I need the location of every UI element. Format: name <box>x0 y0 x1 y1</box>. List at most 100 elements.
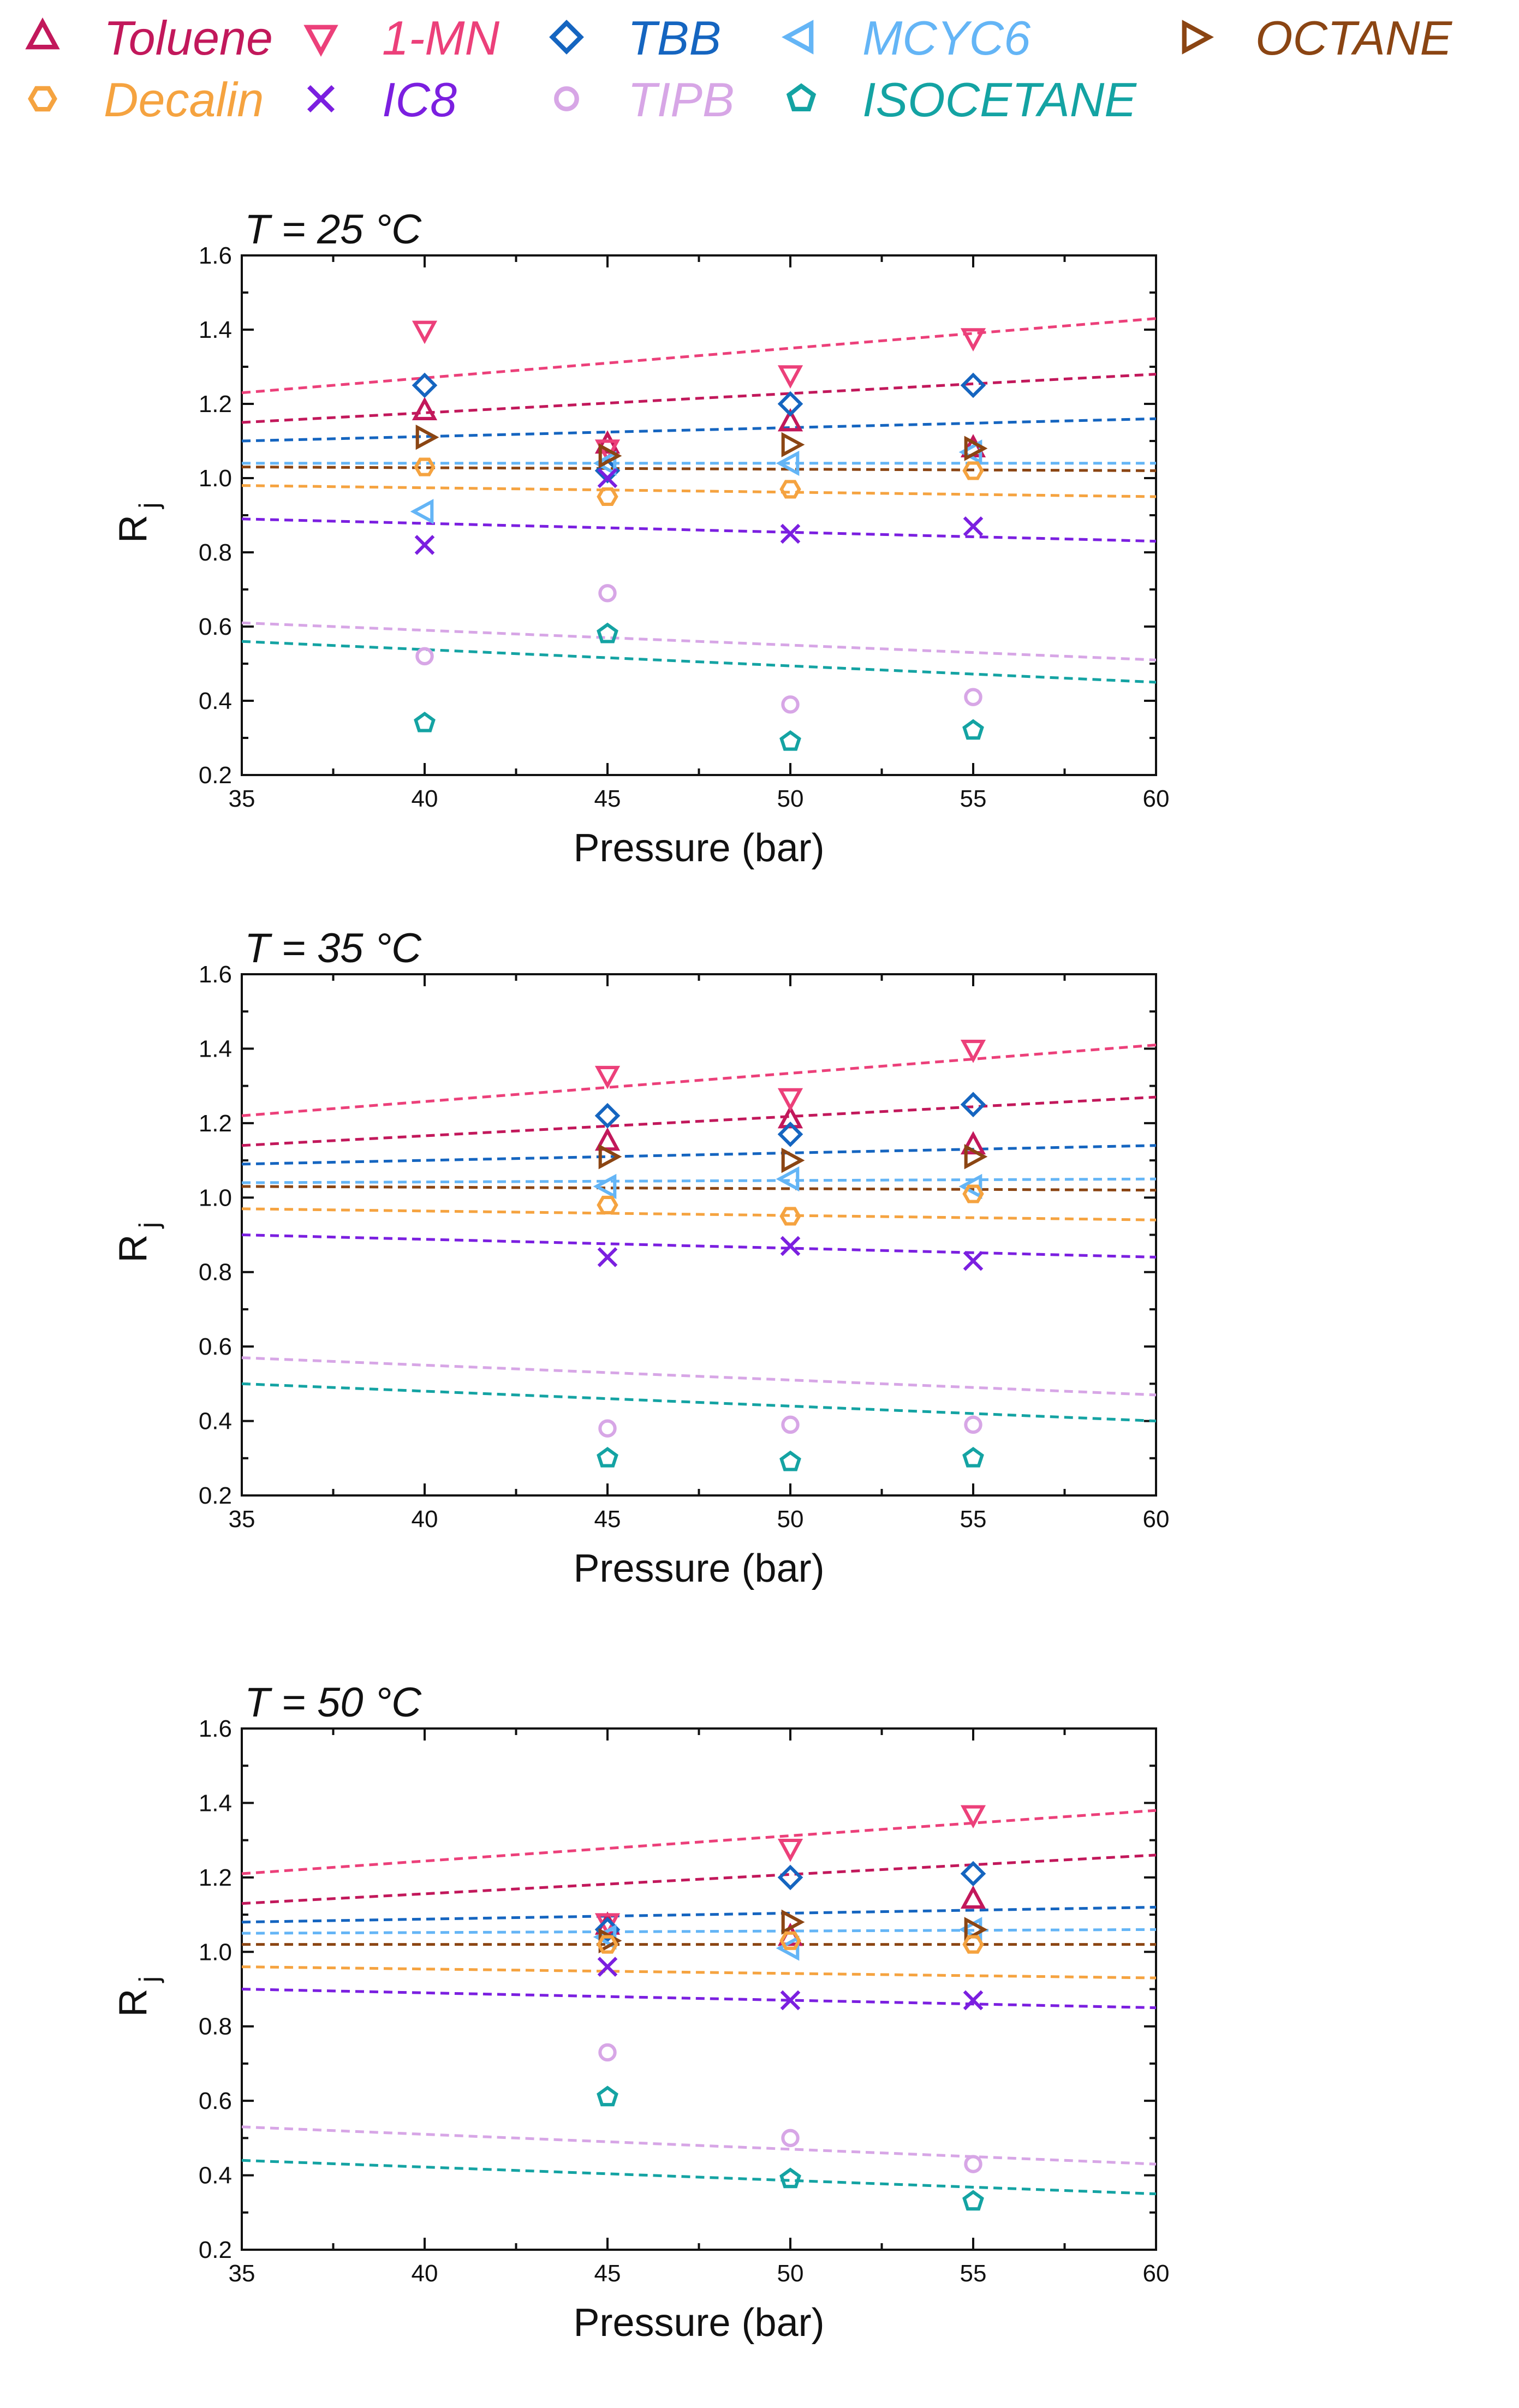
data-point-tipb <box>781 695 800 714</box>
y-tick-label: 0.8 <box>199 539 232 566</box>
x-tick-label: 60 <box>1143 2260 1170 2287</box>
legend-label-tbb: TBB <box>628 11 721 65</box>
data-point-decalin <box>779 480 801 499</box>
fit-line-toluene <box>241 1095 1157 1147</box>
series-onemn <box>594 1040 986 1112</box>
series-mcyc6 <box>593 1166 982 1200</box>
data-point-toluene <box>412 397 438 420</box>
data-point-ic8 <box>780 523 801 544</box>
y-tick-label: 1.0 <box>199 1939 232 1965</box>
series-tipb <box>598 2043 982 2173</box>
fit-line-octane <box>241 1185 1157 1192</box>
legend-item-octane: OCTANE <box>1182 11 1452 65</box>
series-tbb <box>594 1092 986 1147</box>
data-point-octane <box>598 1144 622 1170</box>
data-point-tbb <box>412 372 438 398</box>
series-tipb <box>415 584 982 714</box>
onemn-legend-marker-icon <box>303 25 338 57</box>
x-tick-label: 50 <box>777 785 804 812</box>
data-point-onemn <box>594 439 621 463</box>
data-point-isocetane <box>597 1446 618 1468</box>
legend-item-onemn: 1-MN <box>303 11 500 65</box>
fit-line-tipb <box>241 621 1157 661</box>
legend-label-isocetane: ISOCETANE <box>862 73 1137 127</box>
data-point-isocetane <box>779 2167 801 2189</box>
y-tick-label: 1.0 <box>199 1184 232 1211</box>
data-point-tipb <box>964 1415 982 1434</box>
y-axis-title-main: R <box>111 1989 155 2017</box>
x-tick-label: 55 <box>960 1506 987 1533</box>
data-point-onemn <box>777 365 803 389</box>
data-point-isocetane <box>779 1450 801 1471</box>
series-onemn <box>412 320 986 463</box>
data-point-ic8 <box>963 1990 984 2011</box>
x-tick-label: 35 <box>229 785 255 812</box>
x-tick-label: 45 <box>594 785 621 812</box>
panel-title: T = 25 °C <box>245 206 422 253</box>
legend: Toluene 1-MN TBB MCYC6 OCTANE Decalin IC8 TIPB I… <box>25 11 1452 127</box>
x-tick-label: 35 <box>229 1506 255 1533</box>
decalin-legend-marker-icon <box>28 86 57 112</box>
data-point-ic8 <box>597 468 618 488</box>
y-tick-label: 1.6 <box>199 1715 232 1742</box>
y-axis-title-main: R <box>111 515 155 543</box>
fit-line-toluene <box>241 373 1157 424</box>
data-point-onemn <box>960 1805 986 1829</box>
data-point-octane <box>781 1147 805 1173</box>
data-point-isocetane <box>779 730 801 751</box>
legend-label-ic8: IC8 <box>382 73 457 127</box>
panel-title: T = 50 °C <box>245 1679 422 1726</box>
series-mcyc6 <box>410 439 982 524</box>
data-point-ic8 <box>963 516 984 537</box>
data-point-tipb <box>781 2129 800 2148</box>
data-point-onemn <box>594 1065 621 1089</box>
fit-line-onemn <box>241 1044 1157 1117</box>
data-point-onemn <box>960 328 986 351</box>
y-tick-label: 0.2 <box>199 762 232 789</box>
data-point-decalin <box>962 1184 984 1203</box>
data-point-isocetane <box>962 719 984 740</box>
panel-title: T = 35 °C <box>245 925 422 971</box>
data-point-decalin <box>779 1931 801 1950</box>
legend-label-octane: OCTANE <box>1255 11 1452 65</box>
plot-frame <box>241 254 1157 776</box>
data-point-onemn <box>777 1838 803 1862</box>
legend-label-tipb: TIPB <box>628 73 735 127</box>
legend-item-ic8: IC8 <box>307 73 457 127</box>
data-point-tbb <box>960 1861 986 1887</box>
y-tick-label: 1.0 <box>199 465 232 492</box>
chart-panels: 35 40 45 50 55 60 0.2 0.4 0.6 0.8 1.0 1.2 1.4 1.6 T = … <box>111 206 1169 2345</box>
y-tick-label: 1.2 <box>199 391 232 418</box>
data-point-decalin <box>414 457 436 476</box>
data-point-ic8 <box>963 1250 984 1271</box>
data-point-mcyc6 <box>593 450 617 476</box>
data-point-ic8 <box>597 1957 618 1977</box>
y-tick-label: 0.2 <box>199 2237 232 2263</box>
data-point-tbb <box>960 372 986 398</box>
data-point-mcyc6 <box>958 1917 982 1942</box>
y-axis-title-subscript: j <box>134 1222 164 1229</box>
x-axis-title: Pressure (bar) <box>573 2301 824 2345</box>
plot-frame <box>241 1727 1157 2251</box>
legend-label-onemn: 1-MN <box>382 11 500 65</box>
x-axis-title: Pressure (bar) <box>573 826 824 870</box>
fit-line-isocetane <box>241 2159 1157 2196</box>
data-point-decalin <box>597 1195 618 1214</box>
legend-label-mcyc6: MCYC6 <box>862 11 1030 65</box>
series-decalin <box>597 1931 984 1954</box>
fit-line-tbb <box>241 1144 1157 1166</box>
fit-line-isocetane <box>241 640 1157 684</box>
data-point-tbb <box>777 1864 803 1891</box>
legend-item-tipb: TIPB <box>554 73 735 127</box>
data-point-tbb <box>777 1122 803 1147</box>
legend-item-toluene: Toluene <box>25 11 273 65</box>
y-tick-label: 0.4 <box>199 2162 232 2189</box>
chart-panel-3: 35 40 45 50 55 60 0.2 0.4 0.6 0.8 1.0 1.2 1.4 1.6 T = … <box>111 1679 1169 2345</box>
data-point-tipb <box>964 2155 982 2173</box>
series-ic8 <box>597 1957 984 2011</box>
chart-panel-1: 35 40 45 50 55 60 0.2 0.4 0.6 0.8 1.0 1.2 1.4 1.6 T = … <box>111 206 1169 870</box>
y-axis-title: Rj <box>111 1222 164 1263</box>
data-point-octane <box>781 432 805 457</box>
fit-line-onemn <box>241 317 1157 395</box>
